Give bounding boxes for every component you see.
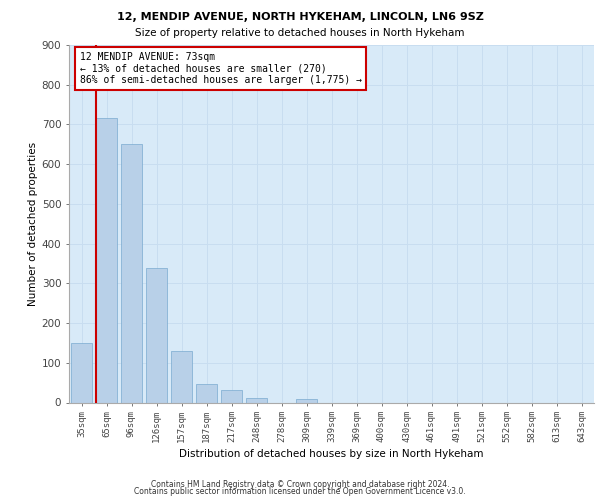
Bar [246, 398, 267, 402]
Text: 12 MENDIP AVENUE: 73sqm
← 13% of detached houses are smaller (270)
86% of semi-d: 12 MENDIP AVENUE: 73sqm ← 13% of detache… [79, 52, 361, 86]
Text: Size of property relative to detached houses in North Hykeham: Size of property relative to detached ho… [135, 28, 465, 38]
Bar [296, 400, 317, 402]
X-axis label: Distribution of detached houses by size in North Hykeham: Distribution of detached houses by size … [179, 450, 484, 460]
Text: Contains public sector information licensed under the Open Government Licence v3: Contains public sector information licen… [134, 487, 466, 496]
Bar [221, 390, 242, 402]
Y-axis label: Number of detached properties: Number of detached properties [28, 142, 38, 306]
Bar [71, 343, 92, 402]
Text: Contains HM Land Registry data © Crown copyright and database right 2024.: Contains HM Land Registry data © Crown c… [151, 480, 449, 489]
Bar [96, 118, 117, 403]
Bar [171, 351, 192, 403]
Bar [196, 384, 217, 402]
Bar [121, 144, 142, 402]
Text: 12, MENDIP AVENUE, NORTH HYKEHAM, LINCOLN, LN6 9SZ: 12, MENDIP AVENUE, NORTH HYKEHAM, LINCOL… [116, 12, 484, 22]
Bar [146, 268, 167, 402]
